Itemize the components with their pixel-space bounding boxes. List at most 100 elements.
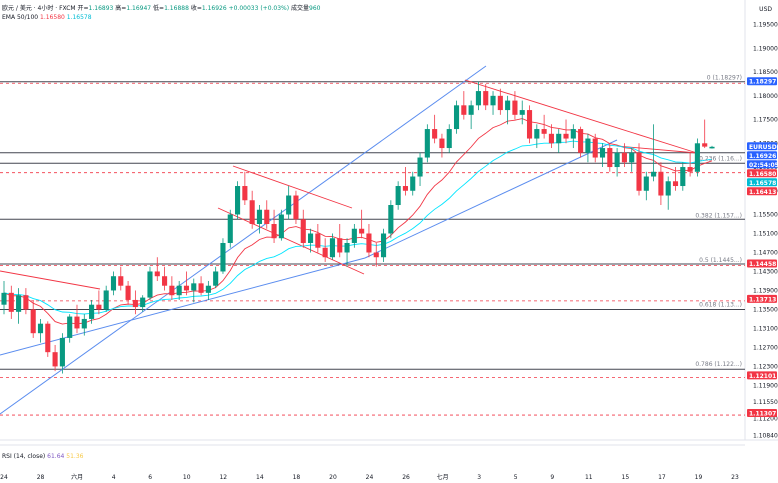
candle-body	[563, 133, 569, 139]
candle-body	[67, 316, 73, 338]
fib-label: 0 (1.18297)	[707, 75, 742, 82]
candle-body	[505, 100, 511, 111]
y-tick-label: 1.12700	[753, 344, 778, 351]
candle-body	[59, 337, 65, 367]
candle-body	[118, 276, 124, 286]
candle-body	[344, 242, 350, 253]
candle-body	[359, 228, 365, 234]
trend-drawings	[0, 65, 698, 415]
candle-body	[556, 133, 562, 144]
candle-body	[315, 233, 321, 248]
rsi-value-1: 61.64	[47, 453, 65, 460]
candle-body	[183, 285, 190, 291]
y-tick-label: 1.13100	[753, 325, 778, 332]
horizontal-levels	[0, 81, 745, 416]
x-tick-label: 17	[658, 474, 666, 481]
x-tick-label: 18	[293, 474, 301, 481]
y-tick-label: 1.11900	[753, 382, 778, 389]
x-tick-label: 六月	[71, 473, 83, 481]
volume-label: 成交量	[291, 5, 310, 12]
candle-body	[256, 209, 263, 224]
x-tick-label: 七月	[437, 473, 449, 481]
fib-label: 0.618 (1.13...)	[699, 302, 742, 309]
time-axis: 24 28 六月 4 6 10 12 14 18 20 24 26 七月 3 5 9 11 15 17 19 23	[0, 473, 739, 481]
candle-body	[461, 105, 467, 115]
close-label: 收=	[190, 5, 202, 12]
x-tick-label: 20	[329, 474, 337, 481]
high-label: 高=	[115, 5, 127, 12]
candle-body	[417, 157, 423, 177]
candle-body	[526, 110, 533, 139]
candle-body	[446, 129, 452, 149]
x-tick-label: 3	[477, 474, 481, 481]
candle-body	[103, 290, 109, 310]
x-tick-label: 24	[366, 474, 374, 481]
price-tag-text: 1.16578	[749, 180, 776, 187]
open-label: 开=	[77, 5, 89, 12]
candle-body	[235, 186, 241, 215]
candle-body	[154, 271, 160, 277]
candle-body	[16, 295, 22, 312]
y-tick-label: 1.14300	[753, 268, 778, 275]
candle-body	[570, 129, 576, 139]
channel-line	[0, 65, 487, 415]
candle-body	[249, 200, 255, 224]
price-tag-text: 1.14458	[749, 261, 776, 268]
candlesticks	[1, 81, 715, 374]
candle-body	[541, 129, 547, 134]
candle-body	[110, 276, 117, 291]
ema100-line	[3, 140, 713, 315]
price-tag-box	[747, 142, 777, 151]
candle-body	[687, 167, 693, 172]
symbol-line: 欧元 / 美元 · 4小时 · FXCM	[2, 5, 76, 12]
x-tick-label: 11	[585, 474, 593, 481]
open-value: 1.16893	[88, 5, 114, 12]
candle-body	[694, 143, 700, 172]
change-value: +0.00033 (+0.03%)	[228, 5, 290, 12]
rsi-legend[interactable]: RSI (14, close) 61.64 51.36	[2, 453, 83, 460]
candle-body	[300, 219, 306, 243]
candle-body	[629, 152, 635, 163]
price-tag-text: 02:54:05	[749, 162, 778, 169]
x-tick-label: 26	[402, 474, 410, 481]
candle-body	[439, 138, 445, 149]
y-tick-label: 1.15100	[753, 230, 778, 237]
ema100-value: 1.16578	[66, 14, 92, 21]
candle-body	[709, 146, 715, 149]
candle-body	[424, 129, 430, 158]
ema-legend[interactable]: EMA 50/100 1.16580 1.16578	[2, 14, 92, 21]
candle-body	[702, 143, 708, 147]
candle-body	[176, 285, 182, 296]
candle-body	[366, 233, 372, 253]
candle-body	[337, 238, 343, 253]
wedge-line	[217, 207, 365, 275]
low-label: 低=	[153, 5, 165, 12]
candle-body	[643, 176, 649, 191]
candle-body	[278, 214, 284, 239]
price-tag-text: 1.18297	[749, 79, 776, 86]
x-tick-label: 15	[622, 474, 630, 481]
price-tag-box	[747, 178, 777, 187]
candle-body	[614, 152, 620, 168]
price-tags: 1.18297 EURUSD 1.16926 02:54:05 1.16580 1.165…	[747, 77, 778, 418]
y-tick-label: 1.11200	[753, 416, 778, 423]
candle-body	[220, 242, 226, 272]
price-tag-text: 1.16926	[749, 153, 776, 160]
candle-body	[512, 100, 518, 115]
volume-value: 960	[309, 5, 321, 12]
wedge-line	[464, 79, 698, 154]
y-tick-label: 1.11550	[753, 399, 778, 406]
y-tick-label: 1.12300	[753, 363, 778, 370]
wedge-line	[0, 270, 101, 290]
candle-body	[198, 283, 204, 293]
candle-body	[585, 138, 591, 153]
candle-body	[169, 285, 175, 296]
candle-body	[191, 283, 197, 291]
y-tick-label: 1.19500	[753, 22, 778, 29]
candle-body	[286, 195, 292, 215]
x-tick-label: 10	[183, 474, 191, 481]
currency-label[interactable]: USD	[759, 6, 772, 13]
candle-body	[658, 171, 664, 196]
candle-body	[140, 297, 146, 308]
